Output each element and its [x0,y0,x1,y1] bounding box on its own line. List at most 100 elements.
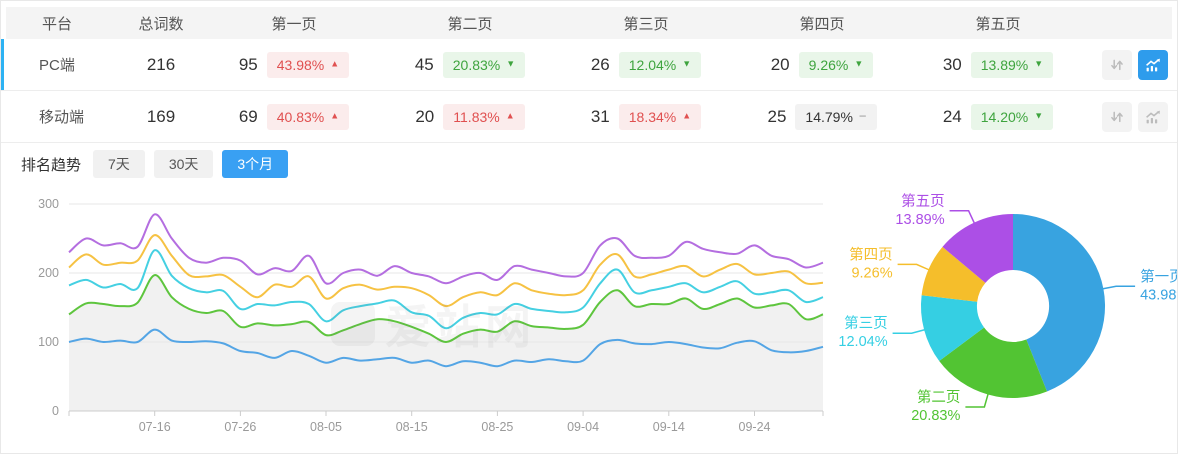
line-series-page-5 [68,213,824,285]
flat-arrow-icon: − [858,108,867,124]
up-arrow-icon: ▲ [330,110,340,121]
change-badge: 9.26% ▼ [798,51,874,78]
change-badge: 43.98% ▲ [266,51,350,78]
platform-label: 移动端 [39,109,85,126]
column-header-0: 平台 [42,15,73,33]
page-5-cell: 24 14.20% ▼ [910,103,1086,130]
label-leader-line [1102,285,1136,290]
column-header-2: 第一页 [271,15,317,33]
page-3-cell: 31 18.34% ▲ [558,103,734,130]
page-4-cell: 25 14.79% − [734,103,910,130]
slice-label-percent: 20.83% [911,408,960,424]
label-leader-line [965,393,989,408]
slice-label-percent: 13.89% [895,212,944,228]
page-2-cell: 45 20.83% ▼ [382,51,558,78]
table-header: 平台 总词数 第一页 第二页 第三页 第四页 第五页 [6,7,1172,39]
label-leader-line [897,263,930,271]
x-tick-label: 08-25 [481,420,513,434]
line-series-page-3 [68,249,824,330]
down-arrow-icon: ▼ [854,58,864,69]
total-words: 216 [146,54,176,74]
page-share-donut-chart: 第一页 43.98% 第二页 20.83% 第三页 12.04% 第四页 9.26% 第五页 13… [838,192,1178,424]
down-arrow-icon: ▼ [1034,110,1044,121]
sort-arrows-icon [1111,111,1123,122]
page-5-cell: 30 13.89% ▼ [910,51,1086,78]
trend-button[interactable] [1138,101,1168,132]
page-1-cell: 69 40.83% ▲ [206,103,382,130]
page-3-cell: 26 12.04% ▼ [558,51,734,78]
up-arrow-icon: ▲ [505,110,515,121]
x-tick-label: 07-26 [224,420,256,434]
table-body: PC端 216 95 43.98% ▲ 45 20.83% ▼ 26 12.04% ▼… [1,39,1177,143]
down-arrow-icon: ▼ [682,58,692,69]
slice-label-name: 第四页 [849,245,893,263]
table-row-PC端[interactable]: PC端 216 95 43.98% ▲ 45 20.83% ▼ 26 12.04% ▼… [1,39,1177,91]
line-series-page-4 [68,234,824,308]
line-series-page-1 [68,328,824,368]
range-tab-0[interactable]: 7天 [93,150,145,178]
area-fill [69,275,823,411]
total-words: 169 [146,106,176,126]
trend-toolbar: 排名趋势 7天 30天 3个月 [21,150,289,178]
page-count: 30 [942,54,962,74]
sort-button[interactable] [1102,101,1132,132]
page-count: 20 [770,54,790,74]
page-2-cell: 20 11.83% ▲ [382,103,558,130]
donut-slice-page-2[interactable] [939,327,1047,399]
x-tick-label: 07-16 [139,420,171,434]
page-count: 26 [590,54,610,74]
range-tabs: 7天 30天 3个月 [93,150,289,178]
line-series-page-2 [68,274,824,343]
column-header-6: 第五页 [975,15,1021,33]
label-leader-line [892,328,926,334]
slice-label-name: 第一页 [1140,267,1178,285]
sort-button[interactable] [1102,49,1132,80]
x-tick-label: 09-24 [739,420,771,434]
change-badge: 12.04% ▼ [618,51,702,78]
change-badge: 13.89% ▼ [970,51,1054,78]
slice-label-name: 第二页 [917,388,961,406]
table-row-移动端[interactable]: 移动端 169 69 40.83% ▲ 20 11.83% ▲ 31 18.34% ▲… [1,91,1177,143]
x-tick-label: 08-15 [396,420,428,434]
trend-chart-icon [1146,110,1160,123]
change-badge: 14.79% − [795,103,877,130]
change-badge: 20.83% ▼ [442,51,526,78]
donut-slice-page-1[interactable] [1013,214,1106,392]
donut-slice-page-4[interactable] [921,246,986,302]
range-tab-1[interactable]: 30天 [153,150,214,178]
down-arrow-icon: ▼ [506,58,516,69]
column-header-5: 第四页 [799,15,845,33]
page-4-cell: 20 9.26% ▼ [734,51,910,78]
change-badge: 11.83% ▲ [443,103,525,130]
page-count: 69 [238,106,258,126]
donut-slice-page-3[interactable] [920,295,985,361]
row-actions [1086,101,1177,132]
y-tick-label: 300 [38,197,59,211]
label-leader-line [949,210,976,224]
column-header-1: 总词数 [138,15,184,33]
x-tick-label: 09-04 [567,420,599,434]
up-arrow-icon: ▲ [330,58,340,69]
range-tab-2[interactable]: 3个月 [222,150,289,178]
page-count: 45 [414,54,434,74]
slice-label-name: 第三页 [844,314,888,332]
donut-slice-page-5[interactable] [942,214,1014,283]
slice-label-percent: 43.98% [1140,287,1178,303]
x-tick-label: 09-14 [653,420,685,434]
x-tick-label: 08-05 [310,420,342,434]
page-count: 25 [767,106,787,126]
change-badge: 18.34% ▲ [618,103,702,130]
y-tick-label: 200 [38,266,59,280]
trend-button[interactable] [1138,49,1168,80]
column-header-4: 第三页 [623,15,669,33]
change-badge: 14.20% ▼ [970,103,1054,130]
slice-label-name: 第五页 [901,192,945,210]
page-count: 95 [238,54,258,74]
trend-chart-icon [1146,58,1160,71]
down-arrow-icon: ▼ [1034,58,1044,69]
slice-label-percent: 9.26% [851,265,892,281]
y-tick-label: 100 [38,335,59,349]
up-arrow-icon: ▲ [682,110,692,121]
change-badge: 40.83% ▲ [266,103,350,130]
